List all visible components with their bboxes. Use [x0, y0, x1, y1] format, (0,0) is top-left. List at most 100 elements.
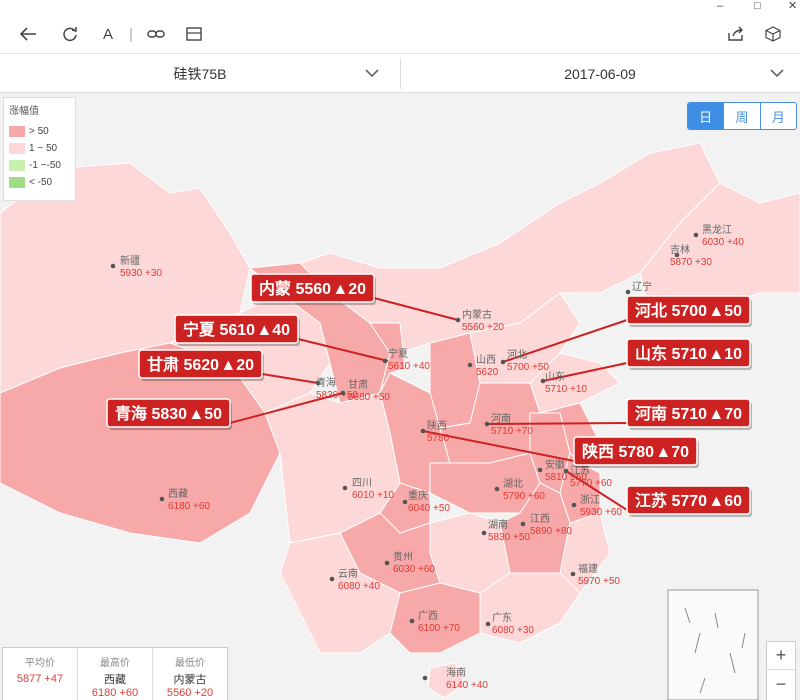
- province-dot[interactable]: [455, 317, 461, 323]
- province-name: 陕西: [427, 419, 447, 432]
- product-select[interactable]: 硅铁75B: [0, 55, 400, 93]
- legend-item[interactable]: > 50: [9, 123, 70, 140]
- tab-month[interactable]: 月: [771, 109, 785, 125]
- province-dot[interactable]: [402, 499, 408, 505]
- province-dot[interactable]: [570, 571, 576, 577]
- province-name: 内蒙古: [462, 308, 492, 321]
- province-price: 5930 +30: [120, 268, 162, 279]
- province-dot[interactable]: [384, 560, 390, 566]
- callout-leader: [502, 319, 628, 363]
- share-icon[interactable]: [724, 22, 748, 46]
- province-dot[interactable]: [484, 421, 490, 427]
- callout-box[interactable]: [626, 338, 751, 368]
- province-dot[interactable]: [540, 378, 546, 384]
- province-name: 江苏: [570, 464, 590, 477]
- province-name: 山东: [545, 370, 565, 383]
- province-dot[interactable]: [500, 359, 506, 365]
- province-dot[interactable]: [674, 252, 680, 258]
- date-select[interactable]: 2017-06-09: [400, 55, 800, 93]
- province-dot[interactable]: [382, 358, 388, 364]
- province-dot[interactable]: [481, 530, 487, 536]
- callout-leader: [486, 422, 628, 425]
- price-stats: 平均价 5877 +47 最高价 西藏 6180 +60 最低价 内蒙古 556…: [2, 647, 228, 700]
- province-price: 5700 +50: [507, 362, 549, 373]
- stat-value: 6180 +60: [91, 687, 139, 699]
- province-dot[interactable]: [315, 380, 321, 386]
- province-name: 湖南: [488, 518, 508, 531]
- tab-week[interactable]: 周: [724, 103, 761, 129]
- callout-change: ▲60: [708, 493, 742, 510]
- close-button[interactable]: ✕: [788, 0, 798, 12]
- province-dot[interactable]: [422, 675, 428, 681]
- font-icon[interactable]: A: [102, 25, 113, 43]
- callout-leaders: [229, 297, 628, 511]
- callout-box[interactable]: [626, 398, 751, 428]
- province-name: 湖北: [503, 478, 523, 490]
- filter-bar: 硅铁75B 2017-06-09: [0, 55, 800, 93]
- stat-value: 5560 +20: [166, 687, 214, 699]
- chevron-down-icon[interactable]: [769, 67, 785, 79]
- zoom-out-button[interactable]: −: [775, 673, 787, 694]
- maximize-button[interactable]: □: [754, 0, 761, 12]
- zoom-in-button[interactable]: +: [767, 642, 795, 670]
- layout-icon[interactable]: [182, 22, 206, 46]
- legend-item[interactable]: < -50: [9, 174, 70, 191]
- legend-item[interactable]: 1 ~ 50: [9, 140, 70, 157]
- province-dot[interactable]: [329, 576, 335, 582]
- province-dot[interactable]: [537, 467, 543, 473]
- province-dot[interactable]: [409, 618, 415, 624]
- tab-day[interactable]: 日: [688, 103, 725, 129]
- callout-box[interactable]: [626, 295, 751, 325]
- callout-box[interactable]: [174, 314, 299, 344]
- south-china-sea-inset: [667, 589, 759, 700]
- province-dot[interactable]: [571, 502, 577, 508]
- minimize-button[interactable]: –: [717, 0, 724, 12]
- province-dot[interactable]: [693, 232, 699, 238]
- province-name: 西藏: [168, 488, 188, 500]
- callout-change: ▲40: [256, 322, 290, 339]
- province-dot[interactable]: [159, 496, 165, 502]
- province-price: 6030 +60: [393, 564, 435, 575]
- province-dot[interactable]: [494, 486, 500, 492]
- province-dot[interactable]: [340, 390, 346, 396]
- province-name: 山西: [476, 354, 496, 366]
- legend-label: < -50: [29, 177, 53, 188]
- callout-box[interactable]: [106, 398, 231, 428]
- map-area[interactable]: 新疆 5930 +30 西藏 6180 +60 青海 5830 +50 甘肃 5680 +50…: [0, 93, 800, 700]
- province-name: 四川: [352, 478, 372, 489]
- zoom-control: + −: [766, 641, 796, 700]
- province-name: 黑龙江: [702, 223, 732, 236]
- legend-item[interactable]: -1 ~-50: [9, 157, 70, 174]
- stat-label: 最高价: [100, 658, 130, 669]
- callout-box[interactable]: [573, 436, 698, 466]
- link-icon[interactable]: [144, 22, 168, 46]
- province-dot[interactable]: [625, 289, 631, 295]
- callout-label: 内蒙 5560: [259, 279, 331, 298]
- refresh-icon[interactable]: [58, 22, 82, 46]
- province-shape-yunnan: [279, 532, 401, 654]
- callout-leader: [542, 362, 628, 382]
- province-price: 5890 +80: [530, 526, 572, 537]
- callout-box[interactable]: [626, 485, 751, 515]
- province-dot[interactable]: [563, 468, 569, 474]
- callout-box[interactable]: [138, 349, 263, 379]
- chevron-down-icon[interactable]: [364, 67, 380, 79]
- province-dot[interactable]: [342, 485, 348, 491]
- province-dot[interactable]: [467, 362, 473, 368]
- province-price: 5770 +60: [570, 478, 612, 489]
- province-dot[interactable]: [520, 521, 526, 527]
- callout-box[interactable]: [250, 273, 375, 303]
- callout-change: ▲70: [655, 444, 689, 461]
- province-name: 新疆: [120, 254, 140, 267]
- province-dot[interactable]: [420, 428, 426, 434]
- legend-swatch: [9, 177, 25, 188]
- province-price: 5680 +50: [348, 392, 390, 403]
- stat-region: 内蒙古: [173, 674, 207, 686]
- back-icon[interactable]: [16, 22, 40, 46]
- cube-icon[interactable]: [761, 22, 785, 46]
- province-dot[interactable]: [110, 263, 116, 269]
- callout-label: 河南 5710: [635, 404, 707, 423]
- province-dot[interactable]: [485, 621, 491, 627]
- province-name: 青海: [316, 376, 336, 389]
